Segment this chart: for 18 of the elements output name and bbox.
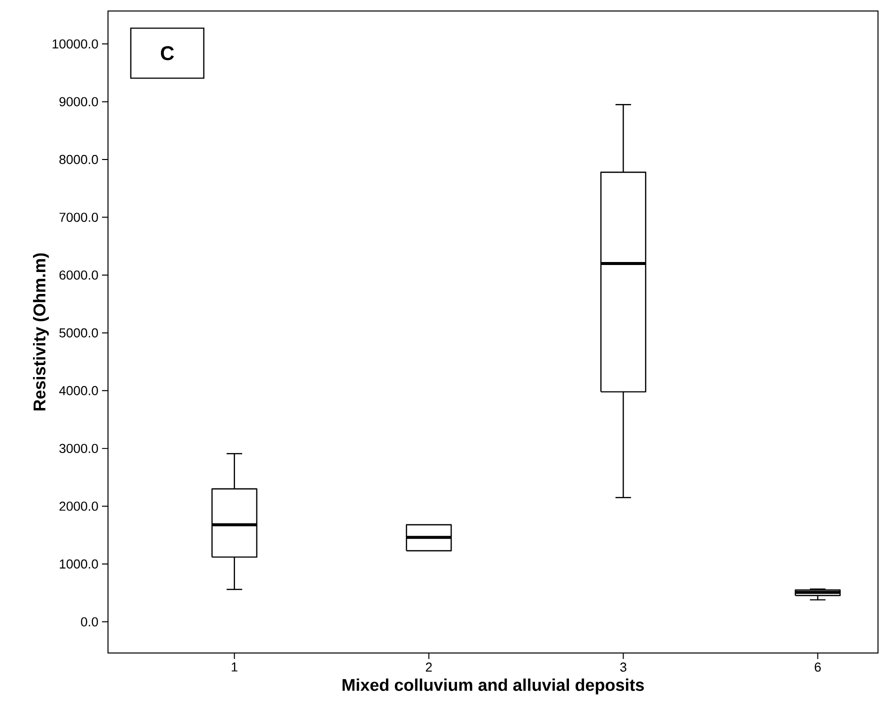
y-tick-label: 8000.0 bbox=[59, 154, 98, 164]
y-tick-label: 7000.0 bbox=[60, 212, 98, 222]
y-tick-label: 9000.0 bbox=[59, 97, 98, 106]
y-tick-label: 5000.0 bbox=[59, 328, 98, 338]
x-axis-title: Mixed colluvium and alluvial deposits bbox=[342, 678, 644, 694]
x-tick-label: 1 bbox=[232, 662, 238, 672]
y-axis-title: Resistivity (Ohm.m) bbox=[33, 253, 49, 410]
y-tick-label: 1000.0 bbox=[60, 559, 98, 569]
x-tick-label: 2 bbox=[426, 662, 432, 672]
y-tick-label: 10000.0 bbox=[52, 39, 98, 49]
x-tick-label: 6 bbox=[814, 662, 821, 672]
y-tick-label: 0.0 bbox=[80, 617, 98, 626]
y-tick-label: 4000.0 bbox=[59, 386, 98, 396]
x-tick-label: 3 bbox=[620, 662, 626, 672]
y-tick-label: 6000.0 bbox=[60, 270, 98, 280]
y-tick-label: 3000.0 bbox=[59, 444, 98, 454]
text: C bbox=[160, 46, 174, 60]
y-tick-label: 2000.0 bbox=[60, 502, 98, 511]
